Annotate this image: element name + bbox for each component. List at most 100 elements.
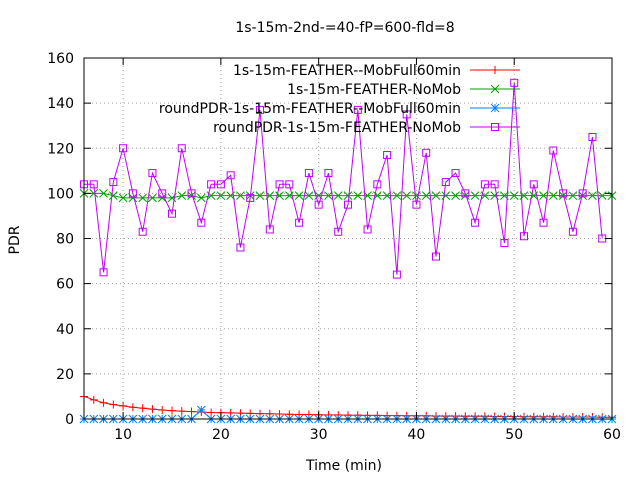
legend: 1s-15m-FEATHER--MobFull60min 1s-15m-FEATH… [159, 63, 520, 136]
data-point [539, 218, 548, 227]
data-point [177, 144, 186, 153]
data-point [236, 243, 245, 252]
legend-label: roundPDR-1s-15m-FEATHER-NoMob [213, 120, 461, 136]
data-point [559, 189, 568, 198]
legend-marker [491, 66, 499, 74]
legend-entry: roundPDR-1s-15m-FEATHER--MobFull60min [159, 101, 520, 117]
data-point [118, 193, 128, 203]
grid-layer [84, 58, 612, 419]
data-point [363, 225, 372, 234]
data-point [471, 218, 480, 227]
data-point [441, 178, 450, 187]
data-point [128, 193, 138, 203]
data-point [177, 191, 187, 200]
data-point [177, 407, 186, 416]
data-point [148, 193, 157, 203]
data-point [304, 191, 314, 200]
data-point [187, 191, 196, 200]
data-point [157, 193, 167, 203]
legend-marker [490, 103, 500, 113]
data-point [207, 180, 216, 189]
data-point [451, 169, 460, 178]
data-point [99, 268, 108, 277]
y-tick-label: 100 [47, 186, 74, 202]
data-point [461, 189, 470, 198]
data-point [510, 78, 519, 87]
x-tick-label: 20 [212, 427, 230, 443]
data-point [108, 191, 118, 200]
data-point [148, 405, 157, 414]
x-tick-label: 10 [114, 427, 132, 443]
data-point [470, 191, 480, 200]
data-point [343, 191, 353, 200]
data-point [402, 191, 412, 200]
legend-marker [490, 84, 500, 94]
data-point [529, 180, 538, 189]
data-point [109, 178, 118, 187]
data-point [383, 151, 392, 160]
data-point [168, 406, 176, 415]
data-point [138, 227, 147, 236]
y-tick-label: 120 [47, 141, 74, 157]
x-tick-label: 30 [310, 427, 328, 443]
data-point [314, 191, 324, 200]
data-point [285, 180, 294, 189]
data-point [295, 218, 304, 227]
data-point [568, 227, 577, 236]
data-point [558, 191, 568, 200]
data-point [197, 218, 206, 227]
x-tick-label: 60 [603, 427, 621, 443]
data-point [578, 189, 587, 198]
data-point [460, 191, 470, 200]
data-point [578, 191, 588, 200]
data-point [500, 239, 509, 248]
y-tick-label: 0 [65, 412, 74, 428]
data-point [119, 144, 128, 153]
x-tick-label: 50 [505, 427, 523, 443]
data-point [431, 191, 441, 200]
legend-label: 1s-15m-FEATHER-NoMob [287, 82, 461, 98]
data-point [412, 200, 421, 209]
chart-title: 1s-15m-2nd-=40-fP=600-fld=8 [235, 20, 454, 36]
data-point [539, 191, 548, 200]
data-point [294, 191, 304, 200]
data-point [196, 405, 206, 415]
legend-marker [491, 123, 499, 131]
data-point [392, 191, 402, 200]
data-point [128, 189, 137, 198]
x-tick-label: 40 [408, 427, 426, 443]
data-point [148, 169, 157, 178]
data-point [168, 209, 176, 218]
data-point [480, 180, 489, 189]
data-point [588, 132, 597, 141]
axis-layer: 0 20 40 60 80 100 120 140 160 10 20 30 40 50 60 [47, 51, 621, 443]
y-tick-label: 40 [56, 322, 74, 338]
data-point [548, 191, 558, 200]
x-axis-label: Time (min) [305, 458, 382, 474]
data-point [158, 189, 167, 198]
data-point [89, 189, 99, 198]
y-tick-label: 80 [56, 232, 74, 248]
data-point [344, 200, 352, 209]
data-point [138, 404, 147, 413]
data-point [196, 193, 206, 203]
data-point [422, 148, 431, 157]
data-point [353, 191, 363, 200]
data-point [187, 189, 196, 198]
data-point [304, 169, 313, 178]
data-point [334, 227, 343, 236]
data-point [490, 180, 499, 189]
y-tick-label: 20 [56, 367, 74, 383]
data-point [421, 191, 431, 200]
data-point [158, 405, 167, 414]
legend-label: roundPDR-1s-15m-FEATHER--MobFull60min [159, 101, 461, 117]
data-point [509, 191, 519, 200]
data-point [256, 105, 264, 114]
data-point [597, 191, 607, 200]
data-point [99, 398, 108, 407]
data-point [138, 193, 148, 203]
data-point [275, 180, 284, 189]
data-point [187, 407, 196, 416]
y-tick-label: 60 [56, 277, 74, 293]
